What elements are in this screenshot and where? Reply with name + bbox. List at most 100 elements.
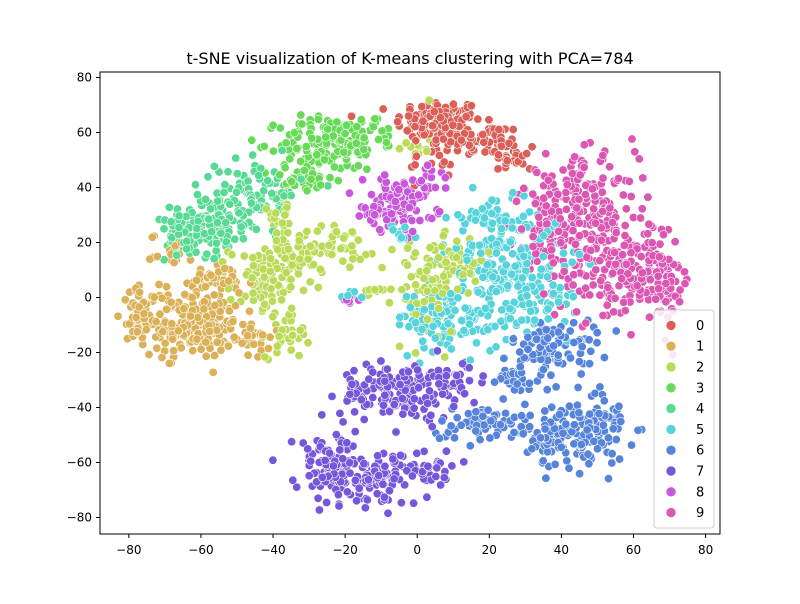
point-cluster-7 xyxy=(368,392,378,402)
point-cluster-5 xyxy=(473,287,483,297)
chart-title: t-SNE visualization of K-means clusterin… xyxy=(186,49,633,68)
legend-marker-9 xyxy=(665,507,677,518)
point-cluster-3 xyxy=(333,176,343,186)
legend-label-1: 1 xyxy=(696,340,704,355)
point-cluster-1 xyxy=(208,367,218,377)
point-cluster-1 xyxy=(166,297,176,307)
point-cluster-6 xyxy=(626,440,636,450)
point-cluster-6 xyxy=(437,416,447,426)
point-cluster-1 xyxy=(152,343,162,353)
point-cluster-6 xyxy=(516,411,526,421)
point-cluster-2 xyxy=(411,280,421,290)
point-cluster-8 xyxy=(382,215,392,225)
point-cluster-5 xyxy=(430,333,440,343)
point-cluster-1 xyxy=(192,275,202,285)
point-cluster-6 xyxy=(543,333,553,343)
point-cluster-6 xyxy=(465,441,475,451)
point-cluster-5 xyxy=(388,225,398,235)
point-cluster-5 xyxy=(568,292,578,302)
point-cluster-2 xyxy=(437,242,447,252)
point-cluster-4 xyxy=(243,176,253,186)
point-cluster-1 xyxy=(164,358,174,368)
point-cluster-0 xyxy=(493,150,503,160)
point-cluster-4 xyxy=(172,250,182,260)
point-cluster-1 xyxy=(216,345,226,355)
point-cluster-7 xyxy=(438,389,448,399)
point-cluster-1 xyxy=(152,252,162,262)
point-cluster-9 xyxy=(602,300,612,310)
point-cluster-9 xyxy=(549,310,559,320)
point-cluster-5 xyxy=(395,312,405,322)
point-cluster-2 xyxy=(261,204,271,214)
point-cluster-4 xyxy=(279,191,289,201)
point-cluster-9 xyxy=(598,173,608,183)
point-cluster-6 xyxy=(584,335,594,345)
point-cluster-6 xyxy=(540,424,550,434)
point-cluster-5 xyxy=(428,321,438,331)
point-cluster-6 xyxy=(598,420,608,430)
point-cluster-2 xyxy=(470,276,480,286)
point-cluster-5 xyxy=(446,344,456,354)
point-cluster-9 xyxy=(532,167,542,177)
point-cluster-9 xyxy=(596,276,606,286)
point-cluster-7 xyxy=(460,389,470,399)
point-cluster-0 xyxy=(504,138,514,148)
point-cluster-5 xyxy=(459,326,469,336)
point-cluster-9 xyxy=(539,193,549,203)
point-cluster-5 xyxy=(357,292,367,302)
point-cluster-7 xyxy=(345,458,355,468)
point-cluster-1 xyxy=(145,254,155,264)
point-cluster-0 xyxy=(527,142,537,152)
point-cluster-0 xyxy=(346,111,356,121)
point-cluster-8 xyxy=(375,225,385,235)
point-cluster-9 xyxy=(620,231,630,241)
point-cluster-3 xyxy=(259,141,269,151)
point-cluster-5 xyxy=(460,303,470,313)
point-cluster-4 xyxy=(236,222,246,232)
point-cluster-2 xyxy=(265,266,275,276)
point-cluster-2 xyxy=(239,251,249,261)
y-tick-label: 40 xyxy=(77,181,92,195)
point-cluster-4 xyxy=(212,218,222,228)
point-cluster-7 xyxy=(368,367,378,377)
point-cluster-7 xyxy=(384,406,394,416)
point-cluster-1 xyxy=(228,316,238,326)
point-cluster-9 xyxy=(541,201,551,211)
point-cluster-7 xyxy=(354,483,364,493)
point-cluster-2 xyxy=(287,260,297,270)
point-cluster-2 xyxy=(302,226,312,236)
point-cluster-9 xyxy=(626,192,636,202)
point-cluster-9 xyxy=(607,218,617,228)
x-tick-label: 0 xyxy=(413,543,421,557)
point-cluster-1 xyxy=(212,337,222,347)
point-cluster-5 xyxy=(527,272,537,282)
point-cluster-6 xyxy=(574,357,584,367)
point-cluster-9 xyxy=(587,184,597,194)
point-cluster-0 xyxy=(493,164,503,174)
point-cluster-9 xyxy=(591,265,601,275)
point-cluster-9 xyxy=(627,134,637,144)
point-cluster-5 xyxy=(543,314,553,324)
y-tick-label: −60 xyxy=(67,456,92,470)
legend-marker-6 xyxy=(665,444,677,456)
point-cluster-5 xyxy=(417,324,427,334)
point-cluster-9 xyxy=(530,199,540,209)
point-cluster-3 xyxy=(352,122,362,132)
point-cluster-9 xyxy=(610,248,620,258)
point-cluster-2 xyxy=(287,303,297,313)
point-cluster-2 xyxy=(283,228,293,238)
point-cluster-2 xyxy=(377,263,387,273)
point-cluster-7 xyxy=(338,454,348,464)
point-cluster-9 xyxy=(620,221,630,231)
point-cluster-2 xyxy=(286,282,296,292)
point-cluster-7 xyxy=(352,496,362,506)
y-tick-label: −20 xyxy=(67,346,92,360)
point-cluster-5 xyxy=(462,255,472,265)
point-cluster-1 xyxy=(173,326,183,336)
point-cluster-5 xyxy=(519,251,529,261)
point-cluster-5 xyxy=(446,289,456,299)
point-cluster-6 xyxy=(512,379,522,389)
point-cluster-2 xyxy=(439,271,449,281)
point-cluster-4 xyxy=(232,169,242,179)
point-cluster-1 xyxy=(237,338,247,348)
